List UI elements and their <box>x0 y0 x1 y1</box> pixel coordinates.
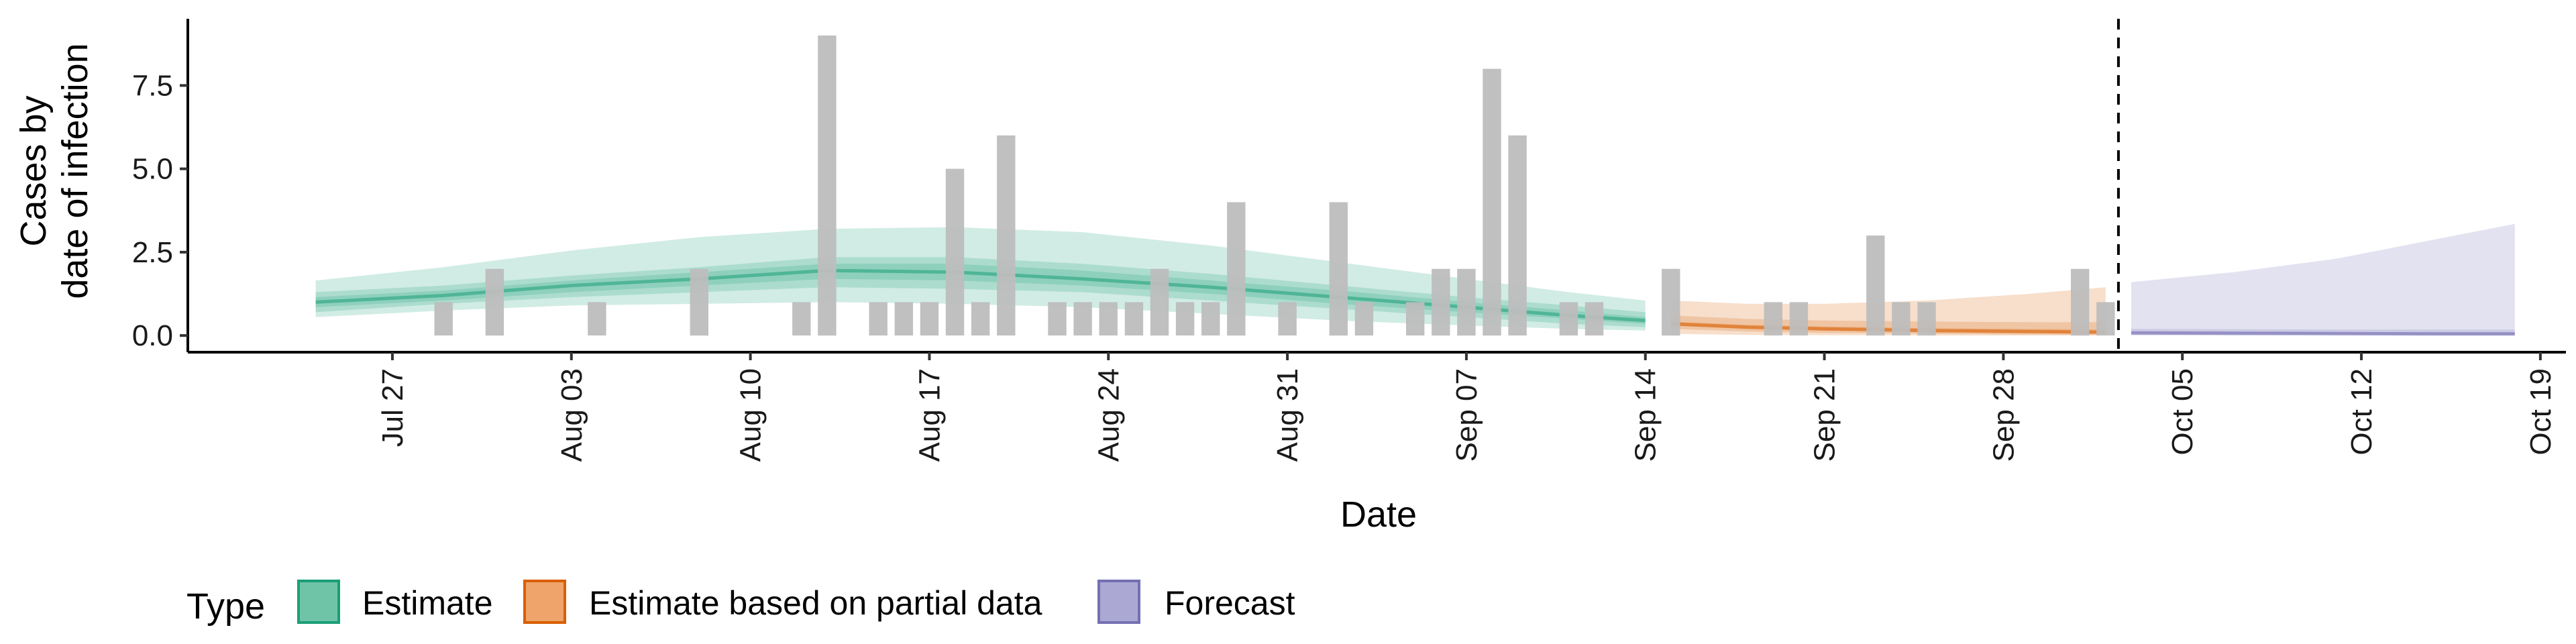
ribbon-layer <box>315 223 2515 336</box>
x-axis-ticks: Jul 27 Aug 03 Aug 10 Aug 17 Aug 24 Aug 31 Sep … <box>376 352 2557 462</box>
case-bar <box>1201 302 1220 336</box>
y-tick-label: 2.5 <box>132 236 173 269</box>
case-bar <box>1073 302 1092 336</box>
legend-title: Type <box>186 586 265 627</box>
case-bar <box>1483 68 1501 336</box>
case-bar <box>1354 302 1374 336</box>
x-tick-label: Sep 28 <box>1987 368 2020 462</box>
y-axis-title-line2: date of infection <box>55 43 95 299</box>
x-tick-label: Oct 12 <box>2345 368 2378 455</box>
y-axis-title-line1: Cases by <box>13 95 54 246</box>
estimate-ribbon-50 <box>315 257 1646 327</box>
x-tick-label: Oct 19 <box>2524 368 2557 455</box>
legend-key-partial-estimate <box>523 580 566 624</box>
case-bar <box>1917 302 1936 336</box>
x-tick-label: Sep 21 <box>1809 368 1841 462</box>
bar-layer <box>434 35 2115 336</box>
case-bar <box>1329 202 1348 336</box>
x-tick-label: Aug 17 <box>913 368 946 462</box>
case-bar <box>1559 302 1578 336</box>
case-bar <box>1048 302 1067 336</box>
legend-label-partial-estimate: Estimate based on partial data <box>589 584 1042 622</box>
case-bar <box>792 302 811 336</box>
case-bar <box>1124 302 1144 336</box>
case-bar <box>920 302 939 336</box>
case-bar <box>2096 302 2115 336</box>
x-tick-label: Oct 05 <box>2166 368 2199 455</box>
case-bar <box>1457 268 1476 336</box>
legend: Type Estimate Estimate based on partial … <box>186 580 1295 627</box>
case-bar <box>1764 302 1782 336</box>
case-bar <box>690 268 708 336</box>
case-bar <box>1508 135 1527 336</box>
legend-key-estimate <box>297 580 340 624</box>
case-bar <box>894 302 913 336</box>
x-tick-label: Aug 24 <box>1092 368 1125 462</box>
case-bar <box>1866 235 1885 336</box>
case-bar <box>1099 302 1118 336</box>
case-bar <box>588 302 606 336</box>
y-axis-ticks: 0.0 2.5 5.0 7.5 <box>132 69 188 352</box>
legend-key-forecast <box>1097 580 1140 624</box>
y-tick-label: 5.0 <box>132 153 173 186</box>
x-tick-label: Sep 07 <box>1450 368 1483 462</box>
case-bar <box>945 168 965 336</box>
case-bar <box>485 268 504 336</box>
x-tick-label: Aug 03 <box>555 368 588 462</box>
case-bar <box>1789 302 1809 336</box>
estimate-ribbon-20 <box>315 264 1646 324</box>
x-tick-label: Aug 10 <box>735 368 767 462</box>
x-axis-title: Date <box>1340 494 1417 535</box>
case-bar <box>971 302 990 336</box>
case-bar <box>997 135 1016 336</box>
case-bar <box>818 35 837 336</box>
case-bar <box>1175 302 1195 336</box>
estimate-ribbon-90 <box>315 227 1646 331</box>
case-bar <box>1150 268 1169 336</box>
forecast-ribbon-90 <box>2131 223 2515 336</box>
case-bar <box>434 302 453 336</box>
case-bar <box>1892 302 1911 336</box>
case-bar <box>1278 302 1297 336</box>
case-bar <box>1585 302 1604 336</box>
case-bar <box>1227 202 1246 336</box>
legend-label-estimate: Estimate <box>362 584 493 622</box>
case-bar <box>2071 268 2090 336</box>
case-bar <box>1662 268 1680 336</box>
legend-label-forecast: Forecast <box>1165 584 1295 622</box>
x-tick-label: Sep 14 <box>1629 368 1662 462</box>
forecast-median-line <box>2131 331 2515 336</box>
x-tick-label: Jul 27 <box>376 368 409 447</box>
y-tick-label: 0.0 <box>132 319 173 352</box>
case-bar <box>1406 302 1425 336</box>
y-tick-label: 7.5 <box>132 69 173 102</box>
x-tick-label: Aug 31 <box>1271 368 1304 462</box>
case-bar <box>869 302 888 336</box>
case-bar <box>1432 268 1450 336</box>
